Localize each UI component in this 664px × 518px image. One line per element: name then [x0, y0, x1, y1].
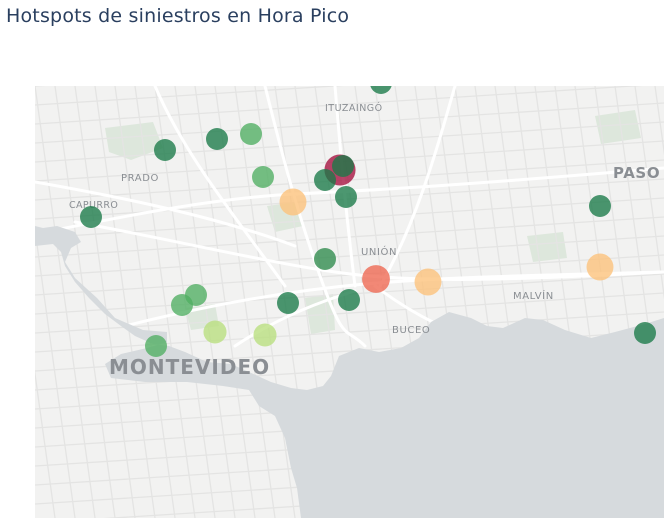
- hotspot-marker[interactable]: [206, 128, 228, 150]
- label-prado: PRADO: [121, 173, 159, 184]
- label-buceo: BUCEO: [392, 325, 430, 336]
- hotspot-marker[interactable]: [414, 268, 442, 296]
- hotspot-marker[interactable]: [252, 166, 274, 188]
- basemap[interactable]: ITUZAINGÓ PRADO CAPURRO UNIÓN MALVÍN BUC…: [35, 86, 664, 518]
- hotspot-marker[interactable]: [370, 86, 392, 94]
- label-union: UNIÓN: [361, 245, 397, 258]
- hotspot-marker[interactable]: [154, 139, 176, 161]
- hotspot-marker[interactable]: [253, 323, 277, 347]
- hotspot-marker[interactable]: [634, 322, 656, 344]
- hotspot-marker[interactable]: [586, 253, 614, 281]
- label-paso: PASO: [613, 164, 660, 182]
- label-ituzaingo: ITUZAINGÓ: [325, 102, 383, 114]
- label-montevideo: MONTEVIDEO: [109, 355, 270, 379]
- hotspot-marker[interactable]: [335, 186, 357, 208]
- hotspot-marker[interactable]: [314, 248, 336, 270]
- label-malvin: MALVÍN: [513, 289, 554, 302]
- hotspot-marker[interactable]: [338, 289, 360, 311]
- hotspot-marker[interactable]: [314, 169, 336, 191]
- hotspot-marker[interactable]: [277, 292, 299, 314]
- place-labels: ITUZAINGÓ PRADO CAPURRO UNIÓN MALVÍN BUC…: [69, 102, 660, 379]
- hotspot-marker[interactable]: [362, 265, 390, 293]
- hotspot-marker[interactable]: [240, 123, 262, 145]
- hotspot-marker[interactable]: [279, 188, 307, 216]
- hotspot-marker[interactable]: [589, 195, 611, 217]
- hotspot-marker[interactable]: [185, 284, 207, 306]
- water-body: [35, 226, 664, 518]
- hotspot-layer: [80, 86, 656, 357]
- hotspot-marker[interactable]: [203, 320, 227, 344]
- hotspot-marker[interactable]: [332, 155, 354, 177]
- chart-title: Hotspots de siniestros en Hora Pico: [6, 5, 350, 27]
- map-view[interactable]: ITUZAINGÓ PRADO CAPURRO UNIÓN MALVÍN BUC…: [35, 86, 664, 518]
- hotspot-marker[interactable]: [145, 335, 167, 357]
- hotspot-marker[interactable]: [80, 206, 102, 228]
- label-capurro: CAPURRO: [69, 200, 118, 211]
